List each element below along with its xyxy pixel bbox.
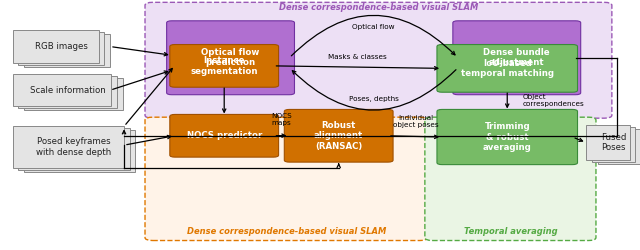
Text: Fused
Poses: Fused Poses bbox=[601, 133, 627, 152]
FancyBboxPatch shape bbox=[13, 126, 124, 168]
Text: Masks & classes: Masks & classes bbox=[328, 54, 387, 60]
Text: NOCS
maps: NOCS maps bbox=[271, 114, 292, 126]
Text: Individual
object poses: Individual object poses bbox=[392, 115, 438, 128]
Text: NOCS predictor: NOCS predictor bbox=[186, 131, 262, 140]
Text: Dense correspondence-based visual SLAM: Dense correspondence-based visual SLAM bbox=[186, 227, 386, 236]
FancyBboxPatch shape bbox=[13, 74, 111, 106]
FancyBboxPatch shape bbox=[145, 2, 612, 118]
Text: Object
correspondences: Object correspondences bbox=[523, 94, 584, 108]
FancyBboxPatch shape bbox=[24, 130, 136, 172]
FancyBboxPatch shape bbox=[13, 30, 99, 63]
FancyArrowPatch shape bbox=[292, 70, 456, 110]
FancyBboxPatch shape bbox=[598, 129, 640, 164]
Text: Temporal averaging: Temporal averaging bbox=[464, 227, 557, 236]
Text: Trimming
& robust
averaging: Trimming & robust averaging bbox=[483, 122, 532, 152]
FancyBboxPatch shape bbox=[437, 44, 577, 92]
FancyBboxPatch shape bbox=[437, 110, 577, 164]
Text: RGB images: RGB images bbox=[35, 42, 88, 51]
FancyBboxPatch shape bbox=[166, 21, 294, 95]
Text: IoU-based
temporal matching: IoU-based temporal matching bbox=[461, 59, 554, 78]
FancyBboxPatch shape bbox=[170, 44, 278, 87]
FancyBboxPatch shape bbox=[19, 76, 117, 108]
FancyBboxPatch shape bbox=[586, 125, 630, 160]
FancyBboxPatch shape bbox=[170, 114, 278, 157]
Text: Instance
segmentation: Instance segmentation bbox=[191, 56, 258, 76]
FancyBboxPatch shape bbox=[453, 21, 580, 95]
Text: Dense bundle
adjustment: Dense bundle adjustment bbox=[483, 48, 550, 68]
FancyBboxPatch shape bbox=[19, 32, 104, 65]
FancyBboxPatch shape bbox=[145, 117, 428, 240]
Text: Poses, depths: Poses, depths bbox=[349, 96, 399, 102]
FancyArrowPatch shape bbox=[291, 16, 455, 56]
Text: Posed keyframes
with dense depth: Posed keyframes with dense depth bbox=[36, 137, 112, 157]
FancyBboxPatch shape bbox=[19, 128, 130, 170]
FancyBboxPatch shape bbox=[592, 127, 636, 162]
Text: Scale information: Scale information bbox=[30, 86, 106, 95]
FancyBboxPatch shape bbox=[425, 117, 596, 240]
FancyBboxPatch shape bbox=[24, 78, 123, 110]
Text: Optical flow: Optical flow bbox=[353, 24, 395, 30]
Text: Robust
alignment
(RANSAC): Robust alignment (RANSAC) bbox=[314, 121, 364, 151]
FancyBboxPatch shape bbox=[284, 110, 393, 162]
Text: Dense correspondence-based visual SLAM: Dense correspondence-based visual SLAM bbox=[279, 2, 478, 12]
FancyBboxPatch shape bbox=[24, 34, 110, 67]
Text: Optical flow
prediction: Optical flow prediction bbox=[202, 48, 260, 68]
